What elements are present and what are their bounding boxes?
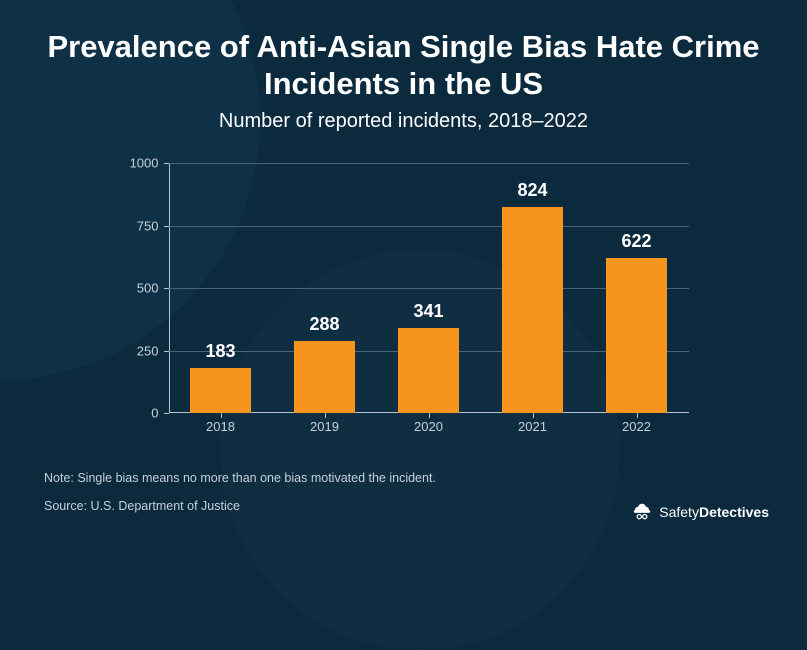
bar-value-label: 288 [309,314,339,335]
x-tick [429,413,430,418]
brand-logo: SafetyDetectives [631,501,769,523]
infographic-container: Prevalence of Anti-Asian Single Bias Hat… [0,0,807,545]
x-axis-label: 2018 [206,419,235,434]
x-axis-label: 2020 [414,419,443,434]
y-axis-label: 1000 [130,156,159,171]
y-tick [164,288,169,289]
bar [294,341,354,413]
chart-title: Prevalence of Anti-Asian Single Bias Hat… [44,28,763,102]
detective-icon [631,501,653,523]
bar-value-label: 622 [621,231,651,252]
y-tick [164,413,169,414]
plot-area: 183 288 341 824 622 [169,163,689,413]
y-axis-label: 500 [137,281,159,296]
x-axis-label: 2022 [622,419,651,434]
bar-chart: 183 288 341 824 622 0 250 500 750 1000 2018 2019 20… [109,157,699,447]
x-axis-label: 2019 [310,419,339,434]
bar [606,258,666,414]
brand-text-light: Safety [659,504,699,520]
x-tick [221,413,222,418]
grid-line [169,226,689,227]
bar [190,368,250,414]
bar-value-label: 183 [205,341,235,362]
bar [502,207,562,413]
bar-value-label: 824 [517,180,547,201]
grid-line [169,163,689,164]
brand-text-bold: Detectives [699,504,769,520]
y-axis-label: 0 [151,406,158,421]
y-axis-label: 750 [137,218,159,233]
brand-text: SafetyDetectives [659,504,769,520]
footnote: Note: Single bias means no more than one… [44,471,763,485]
bar-value-label: 341 [413,301,443,322]
y-tick [164,351,169,352]
x-tick [637,413,638,418]
x-tick [325,413,326,418]
x-axis-label: 2021 [518,419,547,434]
y-axis-label: 250 [137,343,159,358]
bar [398,328,458,413]
y-tick [164,226,169,227]
y-tick [164,163,169,164]
chart-subtitle: Number of reported incidents, 2018–2022 [44,110,763,133]
x-tick [533,413,534,418]
